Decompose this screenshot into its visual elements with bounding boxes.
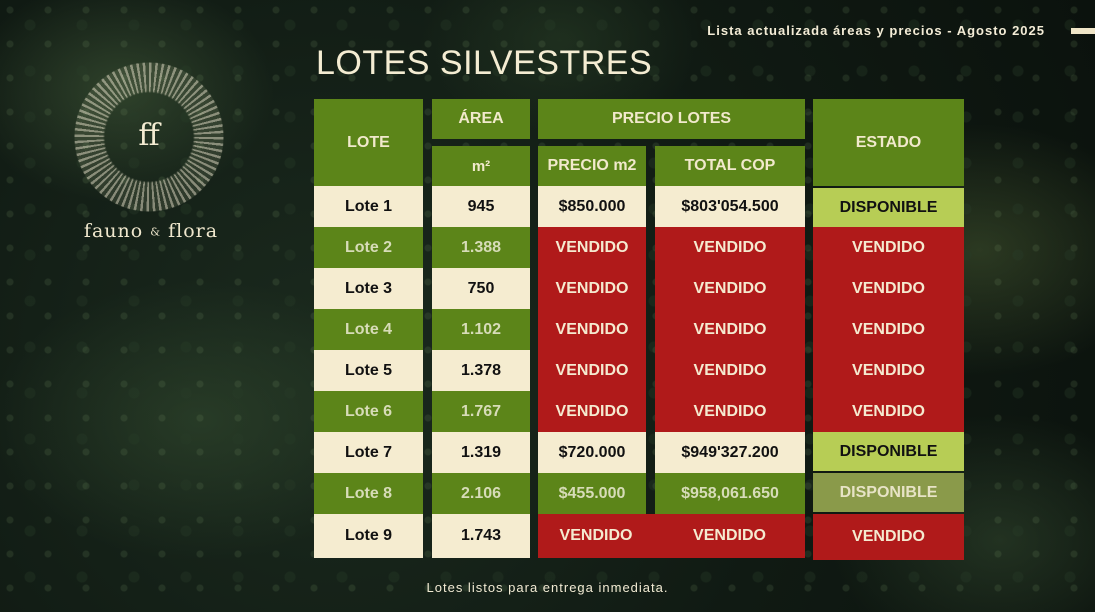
footer-note: Lotes listos para entrega inmediata. [426, 580, 669, 595]
row9-estado: VENDIDO [813, 514, 964, 560]
row5-precio-m2: VENDIDO [538, 350, 646, 391]
header-precio-lotes: PRECIO LOTES [538, 99, 805, 139]
row9-total: VENDIDO [654, 514, 805, 558]
row5-total: VENDIDO [655, 350, 805, 391]
row9-precio-m2: VENDIDO [538, 514, 654, 558]
row5-lote: Lote 5 [314, 350, 423, 391]
logo-ring-icon [74, 62, 224, 212]
row3-estado: VENDIDO [813, 268, 964, 309]
row7-precio-m2: $720.000 [538, 432, 646, 473]
row8-precio-m2: $455.000 [538, 473, 646, 514]
row3-total: VENDIDO [655, 268, 805, 309]
row7-lote: Lote 7 [314, 432, 423, 473]
header-total-cop: TOTAL COP [655, 146, 805, 186]
row1-area: 945 [432, 186, 530, 227]
row5-estado: VENDIDO [813, 350, 964, 391]
update-note: Lista actualizada áreas y precios - Agos… [707, 23, 1045, 38]
header-precio-m2: PRECIO m2 [538, 146, 646, 186]
row6-estado: VENDIDO [813, 391, 964, 432]
row6-area: 1.767 [432, 391, 530, 432]
header-lote: LOTE [314, 99, 423, 186]
row8-area: 2.106 [432, 473, 530, 514]
row8-lote: Lote 8 [314, 473, 423, 514]
logo-word-right: flora [168, 220, 219, 242]
header-area: ÁREA [432, 99, 530, 139]
row5-area: 1.378 [432, 350, 530, 391]
row7-total: $949'327.200 [655, 432, 805, 473]
row6-precio-m2: VENDIDO [538, 391, 646, 432]
row1-total: $803'054.500 [655, 186, 805, 227]
page-title: LOTES SILVESTRES [316, 44, 653, 82]
row1-estado: DISPONIBLE [813, 188, 964, 227]
row8-total: $958,061.650 [655, 473, 805, 514]
row1-lote: Lote 1 [314, 186, 423, 227]
row1-precio-m2: $850.000 [538, 186, 646, 227]
row4-area: 1.102 [432, 309, 530, 350]
logo-amp: & [150, 225, 162, 239]
logo-mark: ff [138, 118, 160, 153]
logo-wordmark: fauno & flora [72, 220, 230, 242]
row2-total: VENDIDO [655, 227, 805, 268]
row4-precio-m2: VENDIDO [538, 309, 646, 350]
row6-total: VENDIDO [655, 391, 805, 432]
row2-estado: VENDIDO [813, 227, 964, 268]
row4-total: VENDIDO [655, 309, 805, 350]
row4-lote: Lote 4 [314, 309, 423, 350]
row6-lote: Lote 6 [314, 391, 423, 432]
row3-area: 750 [432, 268, 530, 309]
header-dash [1071, 28, 1095, 34]
row3-lote: Lote 3 [314, 268, 423, 309]
row9-area: 1.743 [432, 514, 530, 558]
row2-lote: Lote 2 [314, 227, 423, 268]
row9-lote: Lote 9 [314, 514, 423, 558]
brand-logo: ff fauno & flora [72, 62, 230, 252]
logo-word-left: fauno [83, 220, 144, 242]
row4-estado: VENDIDO [813, 309, 964, 350]
row7-estado: DISPONIBLE [813, 432, 964, 471]
row3-precio-m2: VENDIDO [538, 268, 646, 309]
header-area-unit: m² [432, 146, 530, 186]
row2-area: 1.388 [432, 227, 530, 268]
row2-precio-m2: VENDIDO [538, 227, 646, 268]
header-estado: ESTADO [813, 99, 964, 186]
row7-area: 1.319 [432, 432, 530, 473]
row8-estado: DISPONIBLE [813, 473, 964, 512]
